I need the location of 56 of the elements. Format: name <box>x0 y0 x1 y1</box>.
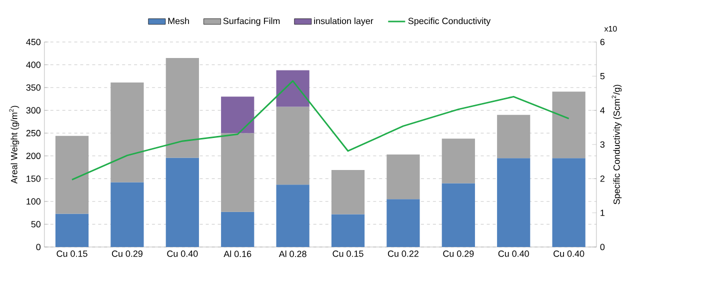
y-tick-label: 300 <box>26 107 41 114</box>
x-tick-label: Cu 0.40 <box>167 250 198 257</box>
y-tick-label: 50 <box>31 221 41 228</box>
bar <box>221 133 254 212</box>
legend-label: Specific Conductivity <box>408 18 491 26</box>
x-tick-label: Al 0.28 <box>278 250 306 258</box>
legend-label: insulation layer <box>314 18 374 26</box>
y2-tick-label: 1 <box>600 210 604 216</box>
legend-label: Mesh <box>168 18 189 24</box>
bar <box>110 82 144 182</box>
bar <box>276 184 310 247</box>
y2-axis-title: Specific Conductivity (Scm$^{2}$/g) <box>612 84 622 204</box>
y2-tick-label: 3 <box>600 141 605 148</box>
y-tick-label: 100 <box>26 198 41 205</box>
bar <box>166 58 199 158</box>
y-tick-label: 450 <box>26 38 41 46</box>
bar <box>331 214 365 247</box>
bar <box>552 158 586 247</box>
x-tick-label: Cu 0.40 <box>498 250 529 257</box>
x-tick-label: Al 0.16 <box>224 250 252 258</box>
y-tick-label: 0 <box>36 244 41 250</box>
bar <box>386 199 420 247</box>
bar <box>221 212 254 247</box>
bar <box>110 182 144 247</box>
line-series <box>71 80 570 180</box>
x-tick-label: Cu 0.22 <box>388 250 418 257</box>
bar <box>55 136 89 214</box>
y-tick-label: 250 <box>26 130 41 136</box>
y-tick-label: 200 <box>26 152 41 160</box>
bar <box>386 154 420 200</box>
y2-tick-label: 4 <box>600 107 605 114</box>
y2-tick-label: 0 <box>600 244 605 250</box>
y-tick-label: 150 <box>26 175 41 182</box>
bar <box>166 158 199 247</box>
y-tick-label: 400 <box>26 62 41 68</box>
legend-label: Surfacing Film <box>223 18 280 26</box>
y2-tick-label: 6 <box>600 38 605 46</box>
bar <box>276 106 310 185</box>
bar <box>442 138 475 184</box>
x-tick-label: Cu 0.40 <box>554 250 584 257</box>
x-tick-label: Cu 0.15 <box>332 250 364 257</box>
x-tick-label: Cu 0.29 <box>443 250 474 257</box>
x-tick-label: Cu 0.15 <box>56 250 88 257</box>
bar <box>552 92 586 158</box>
bar <box>497 114 530 158</box>
bar <box>442 183 475 247</box>
bar <box>221 96 254 134</box>
bar <box>497 158 530 247</box>
y-axis-title: Areal Weight (g/m$^{2}$) <box>9 106 20 184</box>
y-tick-label: 350 <box>26 84 41 91</box>
bar <box>331 170 365 214</box>
bar <box>55 214 89 247</box>
x-tick-label: Cu 0.29 <box>112 250 142 257</box>
y2-tick-label: 5 <box>600 73 605 80</box>
bar <box>276 70 310 107</box>
y2-tick-label: 2 <box>600 176 604 182</box>
